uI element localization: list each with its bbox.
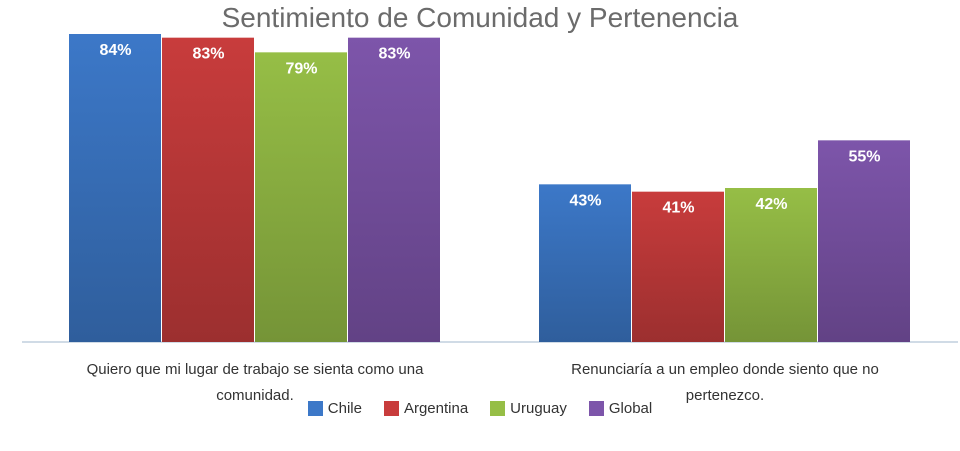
chart-title: Sentimiento de Comunidad y Pertenencia xyxy=(221,2,739,33)
legend-swatch xyxy=(490,401,506,416)
bar-argentina-2 xyxy=(632,191,724,342)
legend-swatch xyxy=(383,401,399,416)
legend-swatch xyxy=(588,401,604,416)
bar-value-label: 55% xyxy=(848,148,880,165)
bar-global-2 xyxy=(818,140,910,342)
bar-uruguay-1 xyxy=(255,52,347,342)
bar-global-1 xyxy=(348,37,440,343)
legend-swatch xyxy=(307,401,323,416)
bar-value-label: 41% xyxy=(662,200,694,217)
legend-label: Global xyxy=(608,400,653,417)
bar-value-label: 83% xyxy=(378,46,410,63)
bar-value-label: 83% xyxy=(192,46,224,63)
bar-value-label: 79% xyxy=(285,60,317,77)
bar-chile-2 xyxy=(539,184,631,342)
bar-uruguay-2 xyxy=(725,188,817,342)
bar-argentina-1 xyxy=(162,37,254,343)
legend-label: Chile xyxy=(327,400,362,417)
category-label: Renunciaría a un empleo donde siento que… xyxy=(571,361,879,378)
legend-item-uruguay: Uruguay xyxy=(490,400,567,417)
bars-group: 84% 83% 79% 83% 43% 41% 42% 55% xyxy=(69,34,910,343)
bar-value-label: 43% xyxy=(569,192,601,209)
category-label: comunidad. xyxy=(216,387,294,404)
legend: Chile Argentina Uruguay Global xyxy=(0,400,960,417)
bar-value-label: 84% xyxy=(99,42,131,59)
legend-label: Uruguay xyxy=(510,400,567,417)
legend-item-chile: Chile xyxy=(307,400,362,417)
legend-label: Argentina xyxy=(403,400,469,417)
category-labels: Quiero que mi lugar de trabajo se sienta… xyxy=(87,361,879,404)
bar-value-label: 42% xyxy=(755,196,787,213)
bar-chile-1 xyxy=(69,34,161,342)
legend-item-argentina: Argentina xyxy=(383,400,469,417)
category-label: pertenezco. xyxy=(686,387,764,404)
legend-item-global: Global xyxy=(588,400,653,417)
category-label: Quiero que mi lugar de trabajo se sienta… xyxy=(87,361,425,378)
